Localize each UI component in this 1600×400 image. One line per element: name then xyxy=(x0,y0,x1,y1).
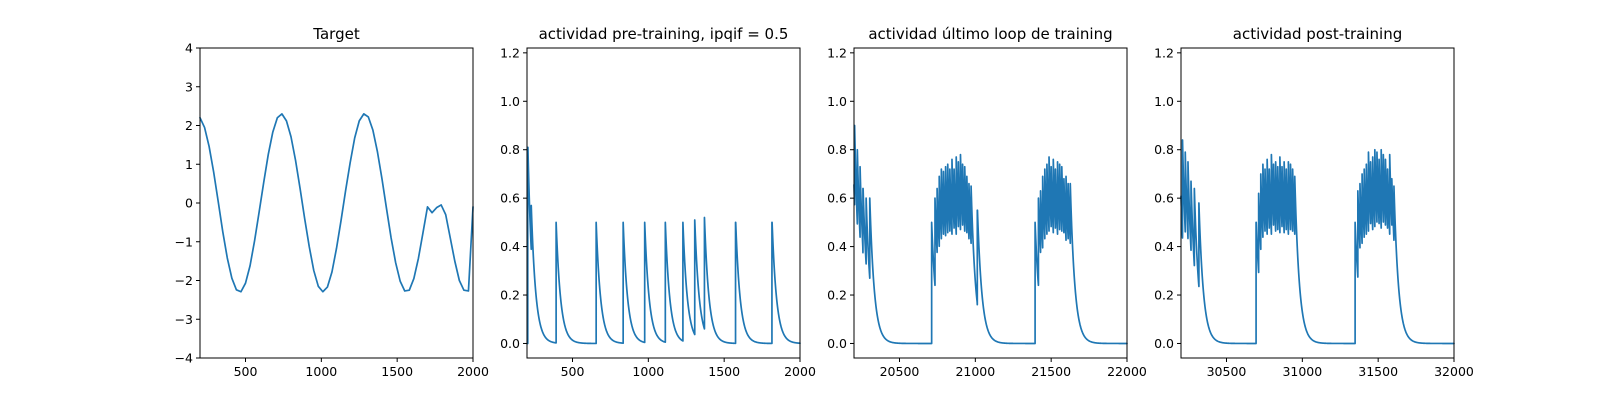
y-tick-label: 3 xyxy=(185,79,193,94)
y-tick-label: 0.2 xyxy=(1154,288,1174,303)
subplot-pre-training: actividad pre-training, ipqif = 0.5 500 1… xyxy=(500,25,816,379)
y-tick-label: 0.4 xyxy=(1154,239,1174,254)
y-tick-label: 0.2 xyxy=(827,288,847,303)
y-tick-label: 0.6 xyxy=(1154,191,1174,206)
y-tick-label: −2 xyxy=(175,273,193,288)
x-tick-label: 500 xyxy=(561,364,585,379)
y-tick-label: 0.0 xyxy=(500,336,520,351)
subplot-title: Target xyxy=(312,25,360,43)
x-tick-label: 31500 xyxy=(1358,364,1398,379)
y-tick-label: 0.8 xyxy=(500,142,520,157)
y-tick-label: 1.2 xyxy=(827,45,847,60)
plot-frame xyxy=(1180,47,1455,359)
subplot-title: actividad último loop de training xyxy=(868,25,1112,43)
y-axis: 0.0 0.2 0.4 0.6 0.8 1.0 1.2 xyxy=(827,45,854,351)
pre-training-activity-line xyxy=(526,146,801,345)
x-tick-label: 1500 xyxy=(708,364,740,379)
y-tick-label: 1.0 xyxy=(500,94,520,109)
x-tick-label: 32000 xyxy=(1434,364,1474,379)
y-tick-label: 0.8 xyxy=(827,142,847,157)
y-tick-label: 0 xyxy=(185,196,193,211)
y-tick-label: 2 xyxy=(185,118,193,133)
subplot-last-training-loop: actividad último loop de training 20500 2… xyxy=(827,25,1147,379)
y-axis: −4 −3 −2 −1 0 1 2 3 4 xyxy=(175,41,200,366)
y-tick-label: 1 xyxy=(185,157,193,172)
subplot-target: Target 500 1000 1500 2000 −4 −3 −2 −1 0 1 2 3 4 xyxy=(175,25,489,379)
x-axis: 30500 31000 31500 32000 xyxy=(1207,358,1474,379)
x-tick-label: 1000 xyxy=(305,364,337,379)
x-axis: 500 1000 1500 2000 xyxy=(561,358,816,379)
last-loop-activity-line xyxy=(853,124,1128,345)
y-tick-label: −1 xyxy=(175,234,193,249)
y-tick-label: 1.2 xyxy=(500,45,520,60)
y-tick-label: 0.0 xyxy=(827,336,847,351)
plot-frame xyxy=(853,47,1128,359)
y-tick-label: 0.4 xyxy=(500,239,520,254)
y-axis: 0.0 0.2 0.4 0.6 0.8 1.0 1.2 xyxy=(500,45,527,351)
y-tick-label: 0.6 xyxy=(500,191,520,206)
x-axis: 500 1000 1500 2000 xyxy=(234,358,489,379)
target-series-line xyxy=(199,113,474,293)
y-tick-label: 0.4 xyxy=(827,239,847,254)
x-tick-label: 31000 xyxy=(1282,364,1322,379)
x-tick-label: 30500 xyxy=(1207,364,1247,379)
x-tick-label: 21000 xyxy=(955,364,995,379)
y-tick-label: 0.6 xyxy=(827,191,847,206)
y-tick-label: 0.2 xyxy=(500,288,520,303)
x-tick-label: 21500 xyxy=(1031,364,1071,379)
x-tick-label: 20500 xyxy=(880,364,920,379)
y-tick-label: 0.0 xyxy=(1154,336,1174,351)
x-tick-label: 500 xyxy=(234,364,258,379)
subplot-post-training: actividad post-training 30500 31000 31500 3… xyxy=(1154,25,1474,379)
plot-frame xyxy=(526,47,801,359)
y-tick-label: 1.0 xyxy=(827,94,847,109)
y-tick-label: 4 xyxy=(185,41,193,56)
x-tick-label: 2000 xyxy=(784,364,816,379)
y-tick-label: −3 xyxy=(175,312,193,327)
y-tick-label: −4 xyxy=(175,351,193,366)
post-training-activity-line xyxy=(1180,139,1455,345)
y-tick-label: 1.0 xyxy=(1154,94,1174,109)
y-axis: 0.0 0.2 0.4 0.6 0.8 1.0 1.2 xyxy=(1154,45,1181,351)
y-tick-label: 1.2 xyxy=(1154,45,1174,60)
x-axis: 20500 21000 21500 22000 xyxy=(880,358,1147,379)
subplot-title: actividad post-training xyxy=(1233,25,1402,43)
x-tick-label: 1000 xyxy=(632,364,664,379)
subplot-title: actividad pre-training, ipqif = 0.5 xyxy=(539,25,789,43)
x-tick-label: 22000 xyxy=(1107,364,1147,379)
x-tick-label: 1500 xyxy=(381,364,413,379)
x-tick-label: 2000 xyxy=(457,364,489,379)
y-tick-label: 0.8 xyxy=(1154,142,1174,157)
